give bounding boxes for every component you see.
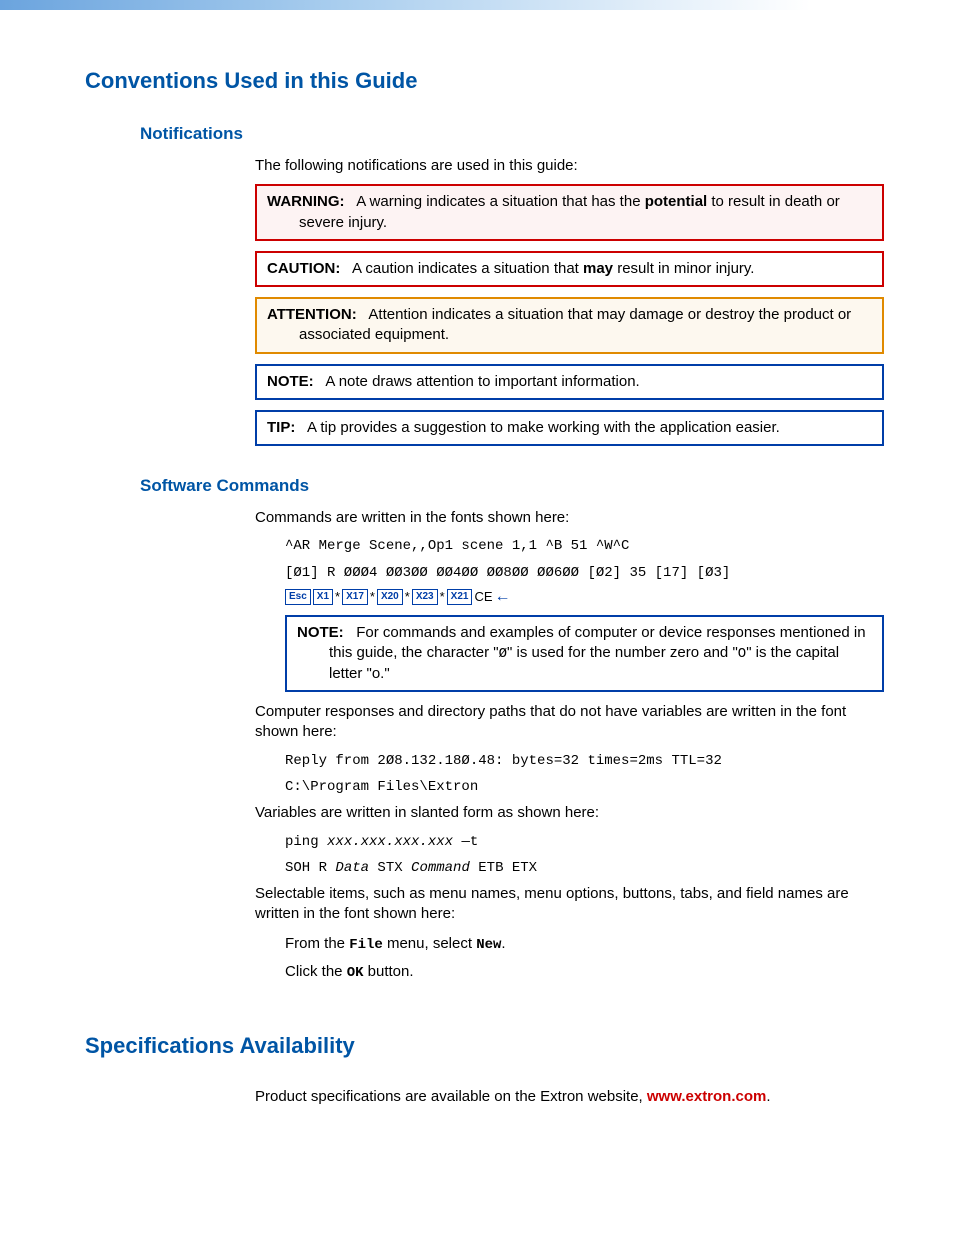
- attention-label: ATTENTION:: [267, 306, 357, 323]
- warning-text-bold: potential: [645, 193, 708, 210]
- top-gradient-bar: [0, 0, 954, 10]
- key-separator: *: [370, 589, 375, 604]
- warning-text-pre: A warning indicates a situation that has…: [356, 193, 645, 210]
- esc-key-row: Esc X1 * X17 * X20 * X23 * X21 CE ←: [285, 589, 884, 605]
- selectable-line-2: Click the OK button.: [285, 961, 884, 983]
- note2-char1: Ø: [499, 646, 507, 662]
- note2-char2: O: [738, 646, 746, 662]
- variable-line-1: ping xxx.xxx.xxx.xxx —t: [285, 832, 884, 852]
- note-label: NOTE:: [267, 373, 314, 390]
- command-line-2: [Ø1] R ØØØ4 ØØ3ØØ ØØ4ØØ ØØ8ØØ ØØ6ØØ [Ø2]…: [285, 563, 884, 583]
- heading-specifications: Specifications Availability: [85, 1033, 884, 1059]
- heading-software-commands: Software Commands: [140, 476, 884, 496]
- key-separator: *: [335, 589, 340, 604]
- caution-label: CAUTION:: [267, 260, 340, 277]
- esc-tail-text: CE: [474, 589, 492, 604]
- x1-key: X1: [313, 589, 333, 605]
- attention-callout: ATTENTION: Attention indicates a situati…: [255, 297, 884, 354]
- warning-label: WARNING:: [267, 193, 345, 210]
- attention-text: Attention indicates a situation that may…: [299, 306, 851, 343]
- variables-intro: Variables are written in slanted form as…: [255, 803, 884, 823]
- x23-key: X23: [412, 589, 438, 605]
- tip-callout: TIP: A tip provides a suggestion to make…: [255, 410, 884, 446]
- return-arrow-icon: ←: [495, 590, 511, 604]
- heading-conventions: Conventions Used in this Guide: [85, 68, 884, 94]
- note-callout: NOTE: A note draws attention to importan…: [255, 364, 884, 400]
- response-line-2: C:\Program Files\Extron: [285, 777, 884, 797]
- response-intro: Computer responses and directory paths t…: [255, 702, 884, 743]
- x20-key: X20: [377, 589, 403, 605]
- tip-text: A tip provides a suggestion to make work…: [307, 419, 780, 436]
- software-intro: Commands are written in the fonts shown …: [255, 508, 884, 528]
- variable-line-2: SOH R Data STX Command ETB ETX: [285, 858, 884, 878]
- note-text: A note draws attention to important info…: [325, 373, 639, 390]
- response-line-1: Reply from 2Ø8.132.18Ø.48: bytes=32 time…: [285, 751, 884, 771]
- caution-callout: CAUTION: A caution indicates a situation…: [255, 251, 884, 287]
- command-line-1: ^AR Merge Scene,,Op1 scene 1,1 ^B 51 ^W^…: [285, 536, 884, 556]
- selectable-intro: Selectable items, such as menu names, me…: [255, 884, 884, 925]
- key-separator: *: [440, 589, 445, 604]
- x17-key: X17: [342, 589, 368, 605]
- notifications-intro: The following notifications are used in …: [255, 156, 884, 176]
- caution-text-bold: may: [583, 260, 613, 277]
- page-content: Conventions Used in this Guide Notificat…: [0, 10, 954, 1176]
- note2-label: NOTE:: [297, 624, 344, 641]
- note-zero-callout: NOTE: For commands and examples of compu…: [285, 615, 884, 692]
- extron-link[interactable]: www.extron.com: [647, 1088, 766, 1105]
- esc-key: Esc: [285, 589, 311, 605]
- x21-key: X21: [447, 589, 473, 605]
- selectable-line-1: From the File menu, select New.: [285, 933, 884, 955]
- caution-text-pre: A caution indicates a situation that: [352, 260, 583, 277]
- note2-mid: " is used for the number zero and ": [507, 644, 738, 661]
- heading-notifications: Notifications: [140, 124, 884, 144]
- specs-text: Product specifications are available on …: [255, 1087, 884, 1107]
- warning-callout: WARNING: A warning indicates a situation…: [255, 184, 884, 241]
- caution-text-post: result in minor injury.: [613, 260, 754, 277]
- key-separator: *: [405, 589, 410, 604]
- tip-label: TIP:: [267, 419, 295, 436]
